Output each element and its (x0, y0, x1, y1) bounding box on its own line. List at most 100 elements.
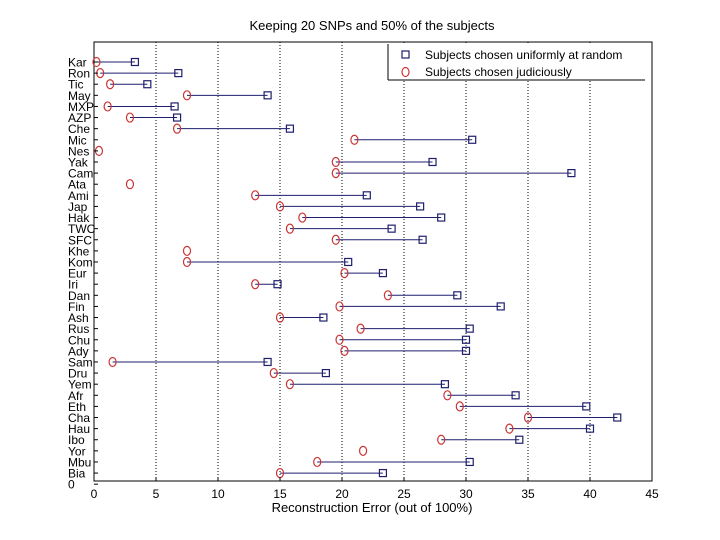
judicious-marker (356, 323, 365, 334)
judicious-marker (358, 445, 368, 456)
random-marker (285, 124, 295, 133)
y-tick-label: Yor (68, 444, 86, 458)
judicious-marker (298, 212, 307, 223)
x-tick-label: 30 (459, 487, 473, 501)
random-marker (511, 391, 520, 400)
judicious-marker (125, 179, 135, 190)
y-tick-label: Ady (68, 344, 89, 358)
judicious-marker (383, 290, 392, 301)
y-tick-label: May (68, 89, 91, 103)
y-tick-label: Tic (68, 78, 84, 92)
x-axis-label: Reconstruction Error (out of 100%) (272, 500, 473, 515)
random-marker (378, 468, 388, 478)
random-marker (582, 402, 591, 411)
y-tick-label: Kar (68, 56, 87, 70)
y-tick-label: Kom (68, 255, 93, 269)
y-tick-label: Yak (68, 155, 89, 169)
judicious-marker (285, 379, 295, 390)
random-marker (461, 346, 471, 355)
judicious-marker (251, 190, 260, 201)
y-tick-label: Ami (68, 189, 89, 203)
random-marker (468, 135, 477, 144)
y-tick-label: Sam (68, 355, 93, 369)
judicious-marker (331, 156, 340, 168)
judicious-marker (269, 367, 278, 379)
random-marker (465, 324, 474, 333)
random-marker (263, 357, 272, 367)
x-axis-ticks: 0 5 10 15 20 25 30 35 40 45 (91, 477, 659, 501)
y-tick-label: Jap (68, 200, 88, 214)
judicious-marker (92, 56, 101, 68)
y-tick-label: MXP (68, 100, 94, 114)
judicious-marker (108, 356, 117, 368)
x-tick-label: 35 (521, 487, 535, 501)
y-tick-label: Eur (68, 267, 87, 281)
data-markers (92, 56, 622, 479)
y-tick-label: Khe (68, 244, 90, 258)
random-marker (174, 69, 183, 78)
y-tick-label: Ibo (68, 433, 85, 447)
judicious-marker (275, 201, 285, 212)
x-tick-label: 10 (211, 487, 225, 501)
random-marker (585, 424, 595, 433)
judicious-marker (172, 123, 182, 134)
judicious-marker (505, 423, 514, 434)
random-marker (378, 268, 388, 278)
y-tick-label: Ron (68, 67, 90, 81)
legend: Subjects chosen uniformly at random Subj… (387, 44, 650, 81)
legend-entry-random: Subjects chosen uniformly at random (425, 48, 622, 62)
judicious-marker (437, 434, 446, 445)
judicious-marker (313, 456, 322, 468)
random-marker (263, 91, 272, 100)
random-marker (321, 368, 330, 378)
judicious-marker (340, 345, 349, 356)
judicious-marker (182, 90, 192, 101)
random-marker (172, 113, 182, 122)
x-tick-label: 15 (273, 487, 287, 501)
judicious-marker (182, 256, 192, 268)
random-marker (344, 257, 353, 267)
random-marker (273, 280, 282, 289)
judicious-marker (335, 334, 344, 345)
random-marker (613, 413, 622, 422)
random-marker (465, 457, 474, 467)
judicious-marker (331, 234, 340, 245)
random-marker (567, 169, 576, 178)
y-tick-label: Afr (68, 389, 83, 403)
judicious-marker (275, 312, 285, 323)
x-tick-label: 20 (335, 487, 349, 501)
y-tick-label: Mbu (68, 455, 91, 469)
judicious-marker (103, 101, 112, 112)
random-marker (416, 202, 425, 211)
judicious-marker (523, 412, 533, 423)
y-tick-label: TWC (68, 222, 96, 236)
y-tick-label: Dru (68, 367, 87, 381)
y-tick-label: Chu (68, 333, 90, 347)
judicious-marker (335, 301, 344, 312)
judicious-marker (251, 279, 260, 290)
y-tick-label: Yem (68, 378, 92, 392)
y-tick-label: Bia (68, 467, 86, 481)
y-tick-label: Rus (68, 322, 89, 336)
y-tick-label: Che (68, 122, 90, 136)
x-tick-label: 45 (645, 487, 659, 501)
random-marker (496, 302, 505, 311)
judicious-marker (340, 267, 349, 279)
judicious-marker (455, 401, 464, 412)
y-tick-label: 0 (68, 478, 75, 492)
x-tick-label: 25 (397, 487, 411, 501)
judicious-marker (182, 245, 192, 256)
legend-square-marker (401, 50, 410, 59)
y-tick-label: Ash (68, 311, 89, 325)
y-tick-label: SFC (68, 233, 92, 247)
x-tick-label: 40 (583, 487, 597, 501)
judicious-marker (285, 223, 295, 234)
legend-circle-marker (401, 66, 410, 78)
y-tick-label: Hak (68, 211, 90, 225)
judicious-marker (106, 79, 115, 90)
judicious-marker (350, 134, 359, 145)
random-marker (319, 313, 328, 322)
y-tick-label: Cam (68, 167, 93, 181)
random-marker (387, 224, 396, 233)
